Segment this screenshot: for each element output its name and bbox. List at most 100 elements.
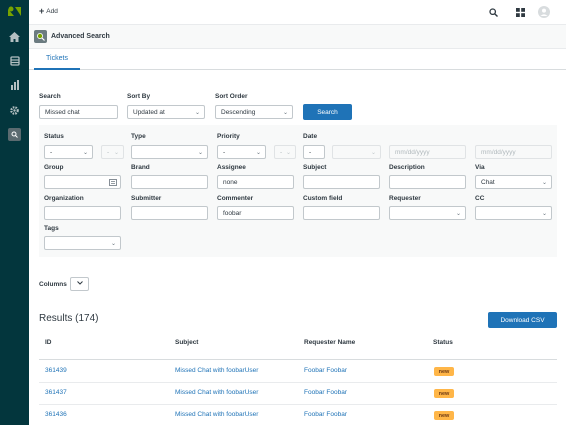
organization-input[interactable] [44,206,121,220]
home-icon[interactable] [7,30,22,44]
date-operator-select[interactable]: ⌄ [332,145,381,159]
subject-input[interactable] [303,175,380,189]
status-value: - [50,148,53,156]
requester-select[interactable]: ⌄ [389,206,466,220]
ticket-id-link[interactable]: 361437 [45,389,67,396]
sort-order-label: Sort Order [215,93,248,100]
search-input[interactable]: Missed chat [39,105,118,119]
views-icon[interactable] [7,54,22,68]
column-header-subject[interactable]: Subject [175,339,199,346]
results-title: Results (174) [39,313,99,324]
chevron-down-icon: ⌄ [82,150,88,156]
priority-select[interactable]: - ⌄ [217,145,266,159]
chevron-down-icon: ⌄ [285,150,291,156]
chevron-down-icon: ⌄ [194,110,200,116]
user-avatar-icon[interactable] [538,6,550,18]
via-select[interactable]: Chat ⌄ [475,175,552,189]
filters-panel [39,125,557,257]
status-badge: new [434,389,454,398]
chevron-down-icon: ⌄ [541,211,547,217]
zendesk-logo-icon[interactable] [7,6,22,18]
requester-name-link[interactable]: Foobar Foobar [304,411,347,418]
advanced-search-logo-icon [34,30,47,43]
ticket-id-link[interactable]: 361436 [45,411,67,418]
brand-label: Brand [131,164,150,171]
search-icon[interactable] [487,6,499,18]
type-select[interactable]: ⌄ [131,145,208,159]
column-header-id[interactable]: ID [45,339,52,346]
chevron-down-icon: ⌄ [370,150,376,156]
chevron-down-icon: ⌄ [197,150,203,156]
group-label: Group [44,164,64,171]
brand-input[interactable] [131,175,208,189]
requester-name-link[interactable]: Foobar Foobar [304,367,347,374]
download-csv-button[interactable]: Download CSV [488,312,557,328]
sort-by-select[interactable]: Updated at ⌄ [127,105,205,119]
columns-label: Columns [39,281,67,288]
date-select[interactable]: - [303,145,325,159]
chevron-down-icon: ⌄ [113,150,119,156]
date-from-input[interactable]: mm/dd/yyyy [389,145,466,159]
priority-operator-select[interactable]: - ⌄ [274,145,296,159]
status-operator-select[interactable]: - ⌄ [101,145,124,159]
assignee-label: Assignee [217,164,246,171]
reporting-icon[interactable] [7,78,22,92]
date-to-input[interactable]: mm/dd/yyyy [475,145,552,159]
columns-dropdown-button[interactable] [70,277,89,291]
search-label: Search [39,93,61,100]
top-bar: + Add [29,0,566,25]
plus-icon: + [39,6,45,16]
tab-tickets[interactable]: Tickets [34,49,80,70]
submitter-label: Submitter [131,195,162,202]
add-button[interactable]: + Add [39,6,58,16]
row-divider [39,404,557,405]
app-title: Advanced Search [51,33,110,40]
date-label: Date [303,133,318,140]
status-badge: new [434,367,454,376]
add-button-label: Add [46,8,58,15]
advanced-search-app-icon[interactable] [8,128,21,141]
column-header-requester[interactable]: Requester Name [304,339,356,346]
app-header: Advanced Search [29,25,566,49]
admin-gear-icon[interactable] [7,103,22,117]
products-grid-icon[interactable] [514,6,526,18]
chevron-down-icon: ⌄ [282,110,288,116]
via-label: Via [475,164,485,171]
priority-operator-value: - [280,148,283,156]
status-select[interactable]: - ⌄ [44,145,93,159]
type-label: Type [131,133,146,140]
search-button[interactable]: Search [303,104,352,120]
cc-label: CC [475,195,485,202]
custom-field-label: Custom field [303,195,343,202]
commenter-input[interactable]: foobar [217,206,294,220]
list-icon [109,179,117,188]
requester-name-link[interactable]: Foobar Foobar [304,389,347,396]
description-label: Description [389,164,425,171]
custom-field-input[interactable] [303,206,380,220]
submitter-input[interactable] [131,206,208,220]
ticket-subject-link[interactable]: Missed Chat with foobarUser [175,411,259,418]
ticket-subject-link[interactable]: Missed Chat with foobarUser [175,367,259,374]
assignee-input[interactable]: none [217,175,294,189]
sort-order-select[interactable]: Descending ⌄ [215,105,293,119]
chevron-down-icon [76,281,83,287]
commenter-label: Commenter [217,195,254,202]
description-input[interactable] [389,175,466,189]
requester-label: Requester [389,195,421,202]
sort-by-value: Updated at [133,108,165,116]
sort-by-label: Sort By [127,93,151,100]
status-label: Status [44,133,64,140]
sidebar [0,0,29,425]
column-header-status[interactable]: Status [433,339,453,346]
tags-select[interactable]: ⌄ [44,236,121,250]
status-operator-value: - [107,148,110,156]
ticket-subject-link[interactable]: Missed Chat with foobarUser [175,389,259,396]
row-divider [39,382,557,383]
tab-bar: Tickets [29,49,566,70]
chevron-down-icon: ⌄ [255,150,261,156]
ticket-id-link[interactable]: 361439 [45,367,67,374]
via-value: Chat [481,178,495,186]
cc-select[interactable]: ⌄ [475,206,552,220]
organization-label: Organization [44,195,84,202]
group-select[interactable] [44,175,121,189]
